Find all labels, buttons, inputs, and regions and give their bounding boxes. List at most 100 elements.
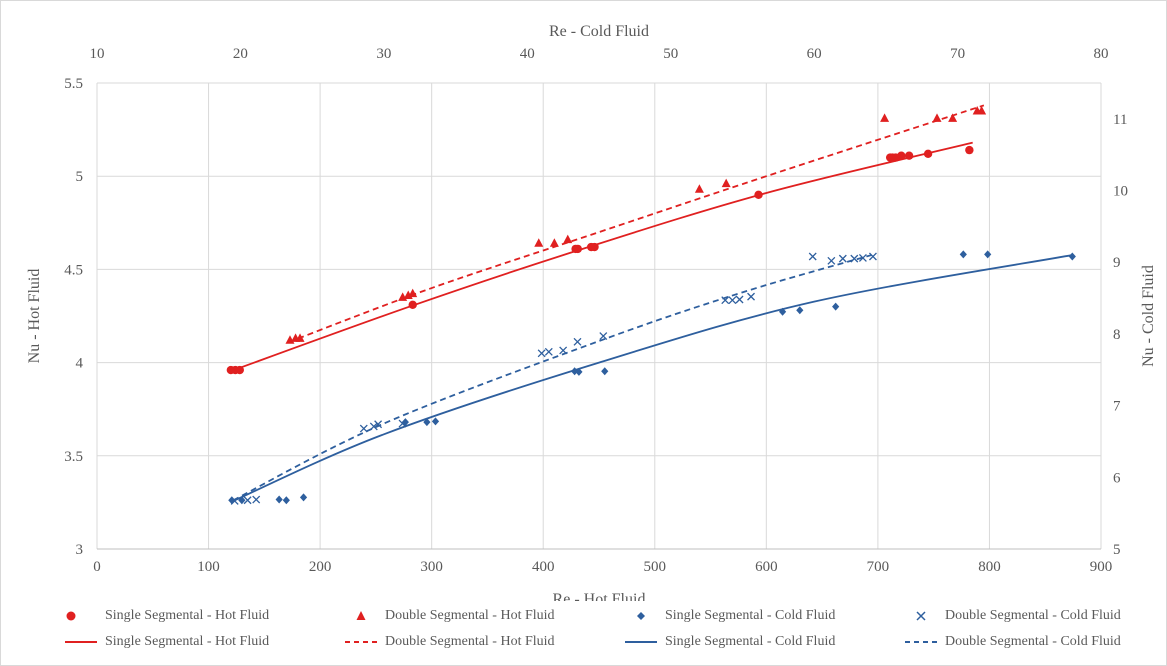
data-point-circle bbox=[965, 146, 973, 154]
x-bottom-tick-label: 600 bbox=[755, 559, 778, 575]
x-top-tick-label: 80 bbox=[1094, 46, 1109, 62]
legend-item-double-hot-marker: Double Segmental - Hot Fluid bbox=[343, 607, 555, 625]
y-left-tick-label: 5 bbox=[76, 169, 84, 185]
legend: Single Segmental - Hot Fluid Double Segm… bbox=[63, 607, 1163, 663]
data-point-x bbox=[253, 496, 260, 503]
trendlines bbox=[229, 105, 1073, 501]
legend-label: Double Segmental - Cold Fluid bbox=[945, 608, 1121, 624]
data-point-circle bbox=[590, 243, 598, 251]
data-point-triangle bbox=[880, 113, 889, 122]
data-point-x bbox=[748, 293, 755, 300]
diamond-marker-icon bbox=[623, 607, 659, 625]
trendline-solid bbox=[232, 255, 1072, 502]
data-point-triangle bbox=[408, 289, 417, 298]
legend-item-double-cold-line: Double Segmental - Cold Fluid bbox=[903, 633, 1121, 651]
legend-item-single-hot-line: Single Segmental - Hot Fluid bbox=[63, 633, 269, 651]
data-point-x bbox=[538, 350, 545, 357]
legend-item-double-hot-line: Double Segmental - Hot Fluid bbox=[343, 633, 555, 651]
legend-label: Double Segmental - Cold Fluid bbox=[945, 634, 1121, 650]
data-point-circle bbox=[897, 151, 905, 159]
legend-item-single-hot-marker: Single Segmental - Hot Fluid bbox=[63, 607, 269, 625]
x-top-tick-label: 60 bbox=[807, 46, 822, 62]
y-left-tick-label: 3 bbox=[76, 542, 84, 558]
data-point-triangle bbox=[933, 113, 942, 122]
x-bottom-tick-label: 700 bbox=[867, 559, 890, 575]
data-point-diamond bbox=[432, 417, 439, 425]
x-bottom-tick-label: 500 bbox=[644, 559, 667, 575]
data-point-triangle bbox=[722, 179, 731, 188]
triangle-marker-icon bbox=[343, 607, 379, 625]
y-right-tick-label: 11 bbox=[1113, 112, 1127, 128]
legend-label: Double Segmental - Hot Fluid bbox=[385, 608, 555, 624]
legend-item-single-cold-line: Single Segmental - Cold Fluid bbox=[623, 633, 835, 651]
y-left-tick-label: 3.5 bbox=[64, 449, 83, 465]
data-markers bbox=[227, 106, 1076, 505]
solid-line-icon bbox=[623, 633, 659, 651]
data-point-circle bbox=[574, 245, 582, 253]
y-axis-right-label: Nu - Cold Fluid bbox=[1140, 265, 1157, 367]
y-left-tick-label: 5.5 bbox=[64, 76, 83, 92]
legend-label: Double Segmental - Hot Fluid bbox=[385, 634, 555, 650]
legend-label: Single Segmental - Cold Fluid bbox=[665, 608, 835, 624]
legend-label: Single Segmental - Hot Fluid bbox=[105, 634, 269, 650]
y-right-tick-label: 7 bbox=[1113, 399, 1121, 415]
x-top-tick-label: 70 bbox=[950, 46, 965, 62]
data-point-circle bbox=[409, 301, 417, 309]
data-point-x bbox=[828, 257, 835, 264]
x-top-tick-label: 30 bbox=[376, 46, 391, 62]
data-point-circle bbox=[236, 366, 244, 374]
data-point-diamond bbox=[1069, 252, 1076, 260]
data-point-diamond bbox=[960, 250, 967, 258]
y-axis-left-label: Nu - Hot Fluid bbox=[26, 269, 43, 364]
data-point-triangle bbox=[534, 238, 543, 247]
legend-label: Single Segmental - Cold Fluid bbox=[665, 634, 835, 650]
data-point-x bbox=[809, 253, 816, 260]
legend-item-single-cold-marker: Single Segmental - Cold Fluid bbox=[623, 607, 835, 625]
data-point-circle bbox=[924, 150, 932, 158]
data-point-diamond bbox=[601, 367, 608, 375]
x-bottom-tick-label: 100 bbox=[197, 559, 220, 575]
dashed-line-icon bbox=[903, 633, 939, 651]
data-point-x bbox=[545, 348, 552, 355]
x-bottom-tick-label: 900 bbox=[1090, 559, 1113, 575]
y-left-tick-label: 4.5 bbox=[64, 262, 83, 278]
x-top-tick-label: 50 bbox=[663, 46, 678, 62]
x-top-tick-label: 40 bbox=[520, 46, 535, 62]
data-point-x bbox=[851, 255, 858, 262]
dashed-line-icon bbox=[343, 633, 379, 651]
circle-marker-icon bbox=[63, 607, 99, 625]
x-marker-icon bbox=[903, 607, 939, 625]
y-right-tick-label: 9 bbox=[1113, 255, 1121, 271]
trendline-dashed bbox=[289, 105, 984, 342]
data-point-x bbox=[869, 253, 876, 260]
x-top-tick-label: 20 bbox=[233, 46, 248, 62]
x-bottom-tick-label: 0 bbox=[93, 559, 101, 575]
axes: 0 100 200 300 400 500 600 700 800 900 3 3.5 4 4.5 5 5.5… bbox=[64, 46, 1128, 575]
data-point-diamond bbox=[796, 306, 803, 314]
x-axis-top-label: Re - Cold Fluid bbox=[549, 23, 649, 40]
data-point-diamond bbox=[276, 496, 283, 504]
data-point-diamond bbox=[832, 303, 839, 311]
data-point-circle bbox=[905, 151, 913, 159]
data-point-x bbox=[839, 255, 846, 262]
x-bottom-tick-label: 400 bbox=[532, 559, 555, 575]
legend-label: Single Segmental - Hot Fluid bbox=[105, 608, 269, 624]
data-point-x bbox=[560, 347, 567, 354]
data-point-diamond bbox=[283, 496, 290, 504]
data-point-triangle bbox=[550, 238, 559, 247]
legend-item-double-cold-marker: Double Segmental - Cold Fluid bbox=[903, 607, 1121, 625]
data-point-x bbox=[600, 333, 607, 340]
y-left-tick-label: 4 bbox=[76, 356, 84, 372]
grid-lines bbox=[97, 83, 1101, 549]
data-point-x bbox=[736, 296, 743, 303]
y-right-tick-label: 8 bbox=[1113, 327, 1121, 343]
x-bottom-tick-label: 800 bbox=[978, 559, 1001, 575]
data-point-circle bbox=[754, 191, 762, 199]
y-right-tick-label: 5 bbox=[1113, 542, 1121, 558]
y-right-tick-label: 6 bbox=[1113, 470, 1121, 486]
data-point-triangle bbox=[695, 184, 704, 193]
x-bottom-tick-label: 200 bbox=[309, 559, 332, 575]
data-point-diamond bbox=[984, 250, 991, 258]
solid-line-icon bbox=[63, 633, 99, 651]
